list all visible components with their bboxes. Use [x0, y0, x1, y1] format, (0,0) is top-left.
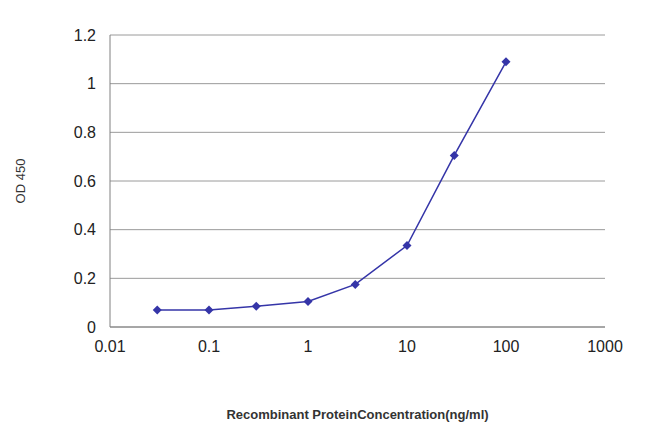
- svg-text:0.1: 0.1: [198, 338, 220, 355]
- svg-text:0.8: 0.8: [74, 124, 96, 141]
- svg-text:1: 1: [304, 338, 313, 355]
- svg-text:1: 1: [87, 75, 96, 92]
- svg-text:Recombinant ProteinConcentrati: Recombinant ProteinConcentration(ng/ml): [226, 407, 488, 422]
- svg-text:0: 0: [87, 319, 96, 336]
- svg-text:1.2: 1.2: [74, 27, 96, 44]
- svg-text:0.4: 0.4: [74, 221, 96, 238]
- svg-text:10: 10: [398, 338, 416, 355]
- svg-text:OD 450: OD 450: [13, 159, 28, 204]
- svg-text:0.01: 0.01: [94, 338, 125, 355]
- svg-text:1000: 1000: [587, 338, 623, 355]
- svg-text:100: 100: [493, 338, 520, 355]
- svg-text:0.6: 0.6: [74, 173, 96, 190]
- svg-text:0.2: 0.2: [74, 270, 96, 287]
